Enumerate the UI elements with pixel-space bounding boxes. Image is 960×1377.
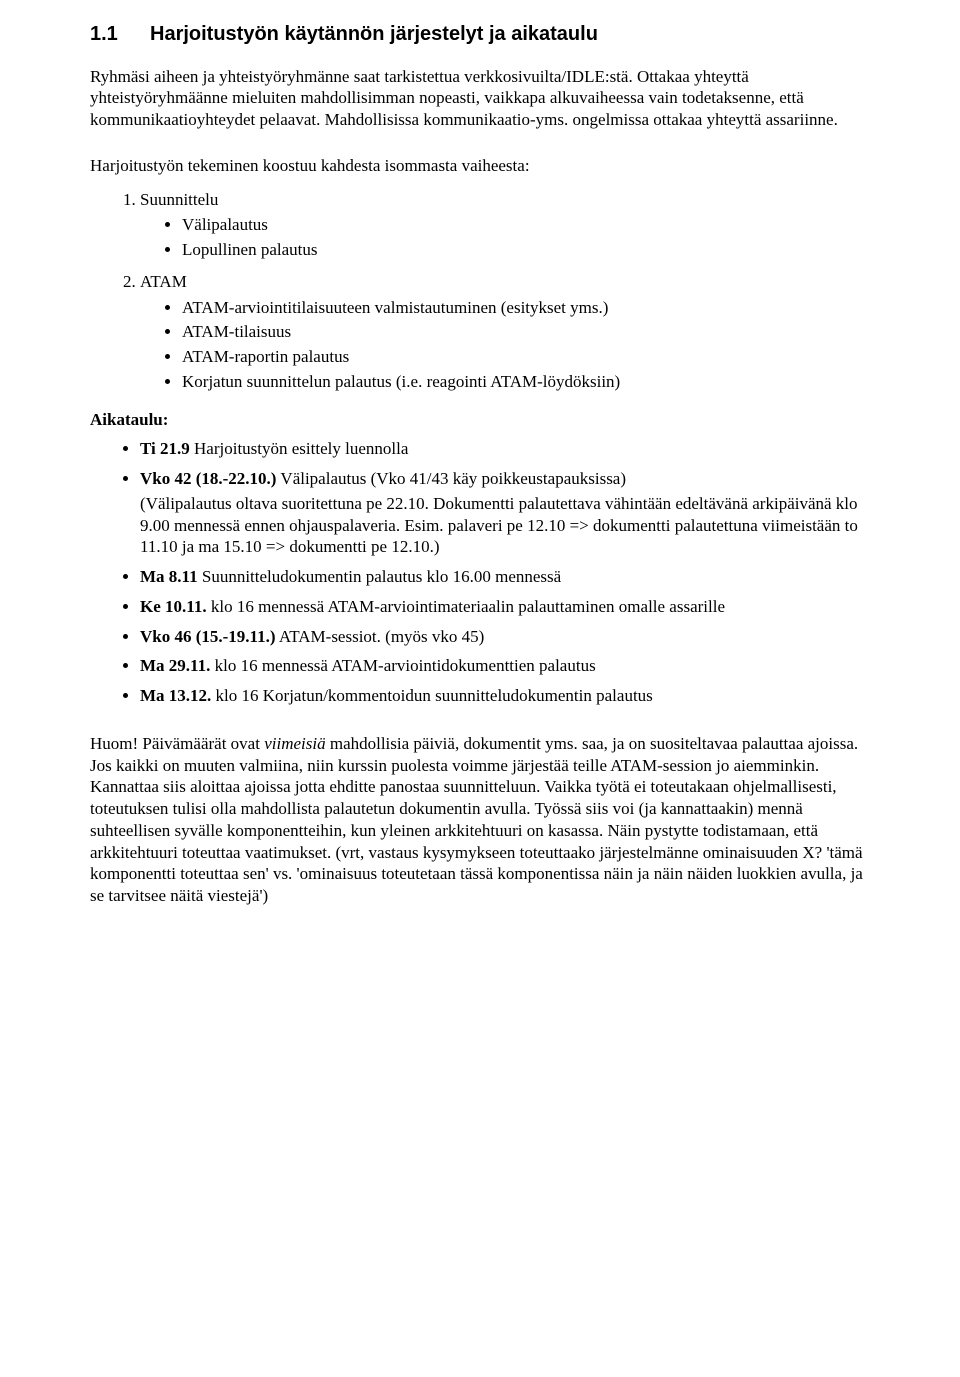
schedule-date: Ma 29.11. [140,656,210,675]
phase-label: ATAM [140,272,187,291]
phase-item: Suunnittelu Välipalautus Lopullinen pala… [140,189,870,261]
final-pre: Huom! Päivämäärät ovat [90,734,264,753]
phase-label: Suunnittelu [140,190,218,209]
schedule-list: Ti 21.9 Harjoitustyön esittely luennolla… [90,438,870,707]
schedule-item: Ti 21.9 Harjoitustyön esittely luennolla [140,438,870,460]
schedule-item: Vko 46 (15.-19.11.) ATAM-sessiot. (myös … [140,626,870,648]
schedule-item: Ma 8.11 Suunnitteludokumentin palautus k… [140,566,870,588]
final-paragraph: Huom! Päivämäärät ovat viimeisiä mahdoll… [90,733,870,907]
intro-paragraph-1: Ryhmäsi aiheen ja yhteistyöryhmänne saat… [90,66,870,131]
phase-subitems: Välipalautus Lopullinen palautus [140,214,870,261]
schedule-text: Välipalautus (Vko 41/43 käy poikkeustapa… [276,469,626,488]
schedule-text: Harjoitustyön esittely luennolla [190,439,409,458]
schedule-date: Vko 46 (15.-19.11.) [140,627,276,646]
phase-subitem: ATAM-arviointitilaisuuteen valmistautumi… [182,297,870,319]
schedule-date: Ti 21.9 [140,439,190,458]
phase-item: ATAM ATAM-arviointitilaisuuteen valmista… [140,271,870,393]
schedule-date: Ma 8.11 [140,567,198,586]
phase-subitems: ATAM-arviointitilaisuuteen valmistautumi… [140,297,870,393]
heading-title: Harjoitustyön käytännön järjestelyt ja a… [150,22,598,48]
schedule-item: Ke 10.11. klo 16 mennessä ATAM-arviointi… [140,596,870,618]
schedule-text: klo 16 mennessä ATAM-arviointidokumentti… [210,656,595,675]
schedule-title: Aikataulu: [90,409,870,431]
schedule-continuation: (Välipalautus oltava suoritettuna pe 22.… [140,493,870,558]
schedule-item: Vko 42 (18.-22.10.) Välipalautus (Vko 41… [140,468,870,558]
heading-number: 1.1 [90,22,150,48]
phase-subitem: Välipalautus [182,214,870,236]
schedule-date: Vko 42 (18.-22.10.) [140,469,276,488]
phase-subitem: Lopullinen palautus [182,239,870,261]
phase-subitem: ATAM-tilaisuus [182,321,870,343]
schedule-date: Ke 10.11. [140,597,207,616]
schedule-text: Suunnitteludokumentin palautus klo 16.00… [198,567,562,586]
page: 1.1 Harjoitustyön käytännön järjestelyt … [0,0,960,1377]
schedule-text: klo 16 mennessä ATAM-arviointimateriaali… [207,597,725,616]
phase-subitem: Korjatun suunnittelun palautus (i.e. rea… [182,371,870,393]
section-heading: 1.1 Harjoitustyön käytännön järjestelyt … [90,22,870,48]
intro-paragraph-2: Harjoitustyön tekeminen koostuu kahdesta… [90,155,870,177]
schedule-text: klo 16 Korjatun/kommentoidun suunnittelu… [211,686,653,705]
phase-subitem: ATAM-raportin palautus [182,346,870,368]
schedule-text: ATAM-sessiot. (myös vko 45) [276,627,485,646]
final-post: mahdollisia päiviä, dokumentit yms. saa,… [90,734,863,905]
schedule-item: Ma 13.12. klo 16 Korjatun/kommentoidun s… [140,685,870,707]
phase-list: Suunnittelu Välipalautus Lopullinen pala… [90,189,870,393]
schedule-item: Ma 29.11. klo 16 mennessä ATAM-arviointi… [140,655,870,677]
schedule-date: Ma 13.12. [140,686,211,705]
final-italic: viimeisiä [264,734,325,753]
